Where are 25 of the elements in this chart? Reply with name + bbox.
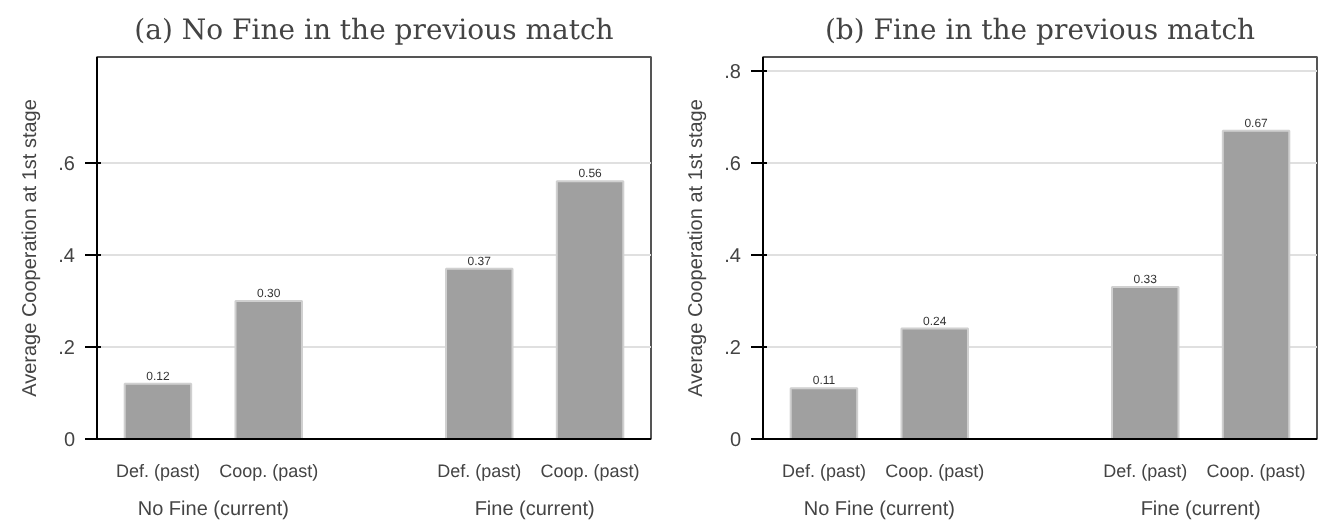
y-tick-label: .4 [58, 245, 76, 268]
x-tick-label: Def. (past) [115, 461, 200, 481]
x-tick-label: Def. (past) [437, 461, 522, 481]
chart-title: (a) No Fine in the previous match [134, 15, 614, 47]
x-tick-label: Coop. (past) [540, 461, 640, 481]
x-tick-label: Coop. (past) [885, 461, 985, 481]
x-tick-label: Coop. (past) [219, 461, 319, 481]
y-tick-label: 0 [729, 430, 742, 452]
text: No Fine (current) [803, 499, 955, 521]
y-axis-title: Average Cooperation at 1st stage [20, 98, 43, 397]
x-tick-label: Def. (past) [1103, 461, 1188, 481]
chart-title: (b) Fine in the previous match [824, 15, 1256, 47]
text: No Fine (current) [137, 499, 289, 521]
y-tick-label: .6 [724, 153, 742, 176]
x-tick-label: Def. (past) [781, 461, 866, 481]
text: Fine (current) [1140, 499, 1261, 521]
y-tick-label: .6 [58, 153, 76, 176]
y-tick-label: .4 [724, 245, 742, 268]
y-tick-label: 0 [63, 430, 76, 452]
y-tick-label: .8 [724, 61, 742, 84]
x-tick-label: Coop. (past) [1206, 461, 1306, 481]
y-tick-label: .2 [724, 337, 742, 360]
text: Fine (current) [474, 499, 595, 521]
y-tick-label: .2 [58, 337, 76, 360]
y-axis-title: Average Cooperation at 1st stage [686, 98, 709, 397]
